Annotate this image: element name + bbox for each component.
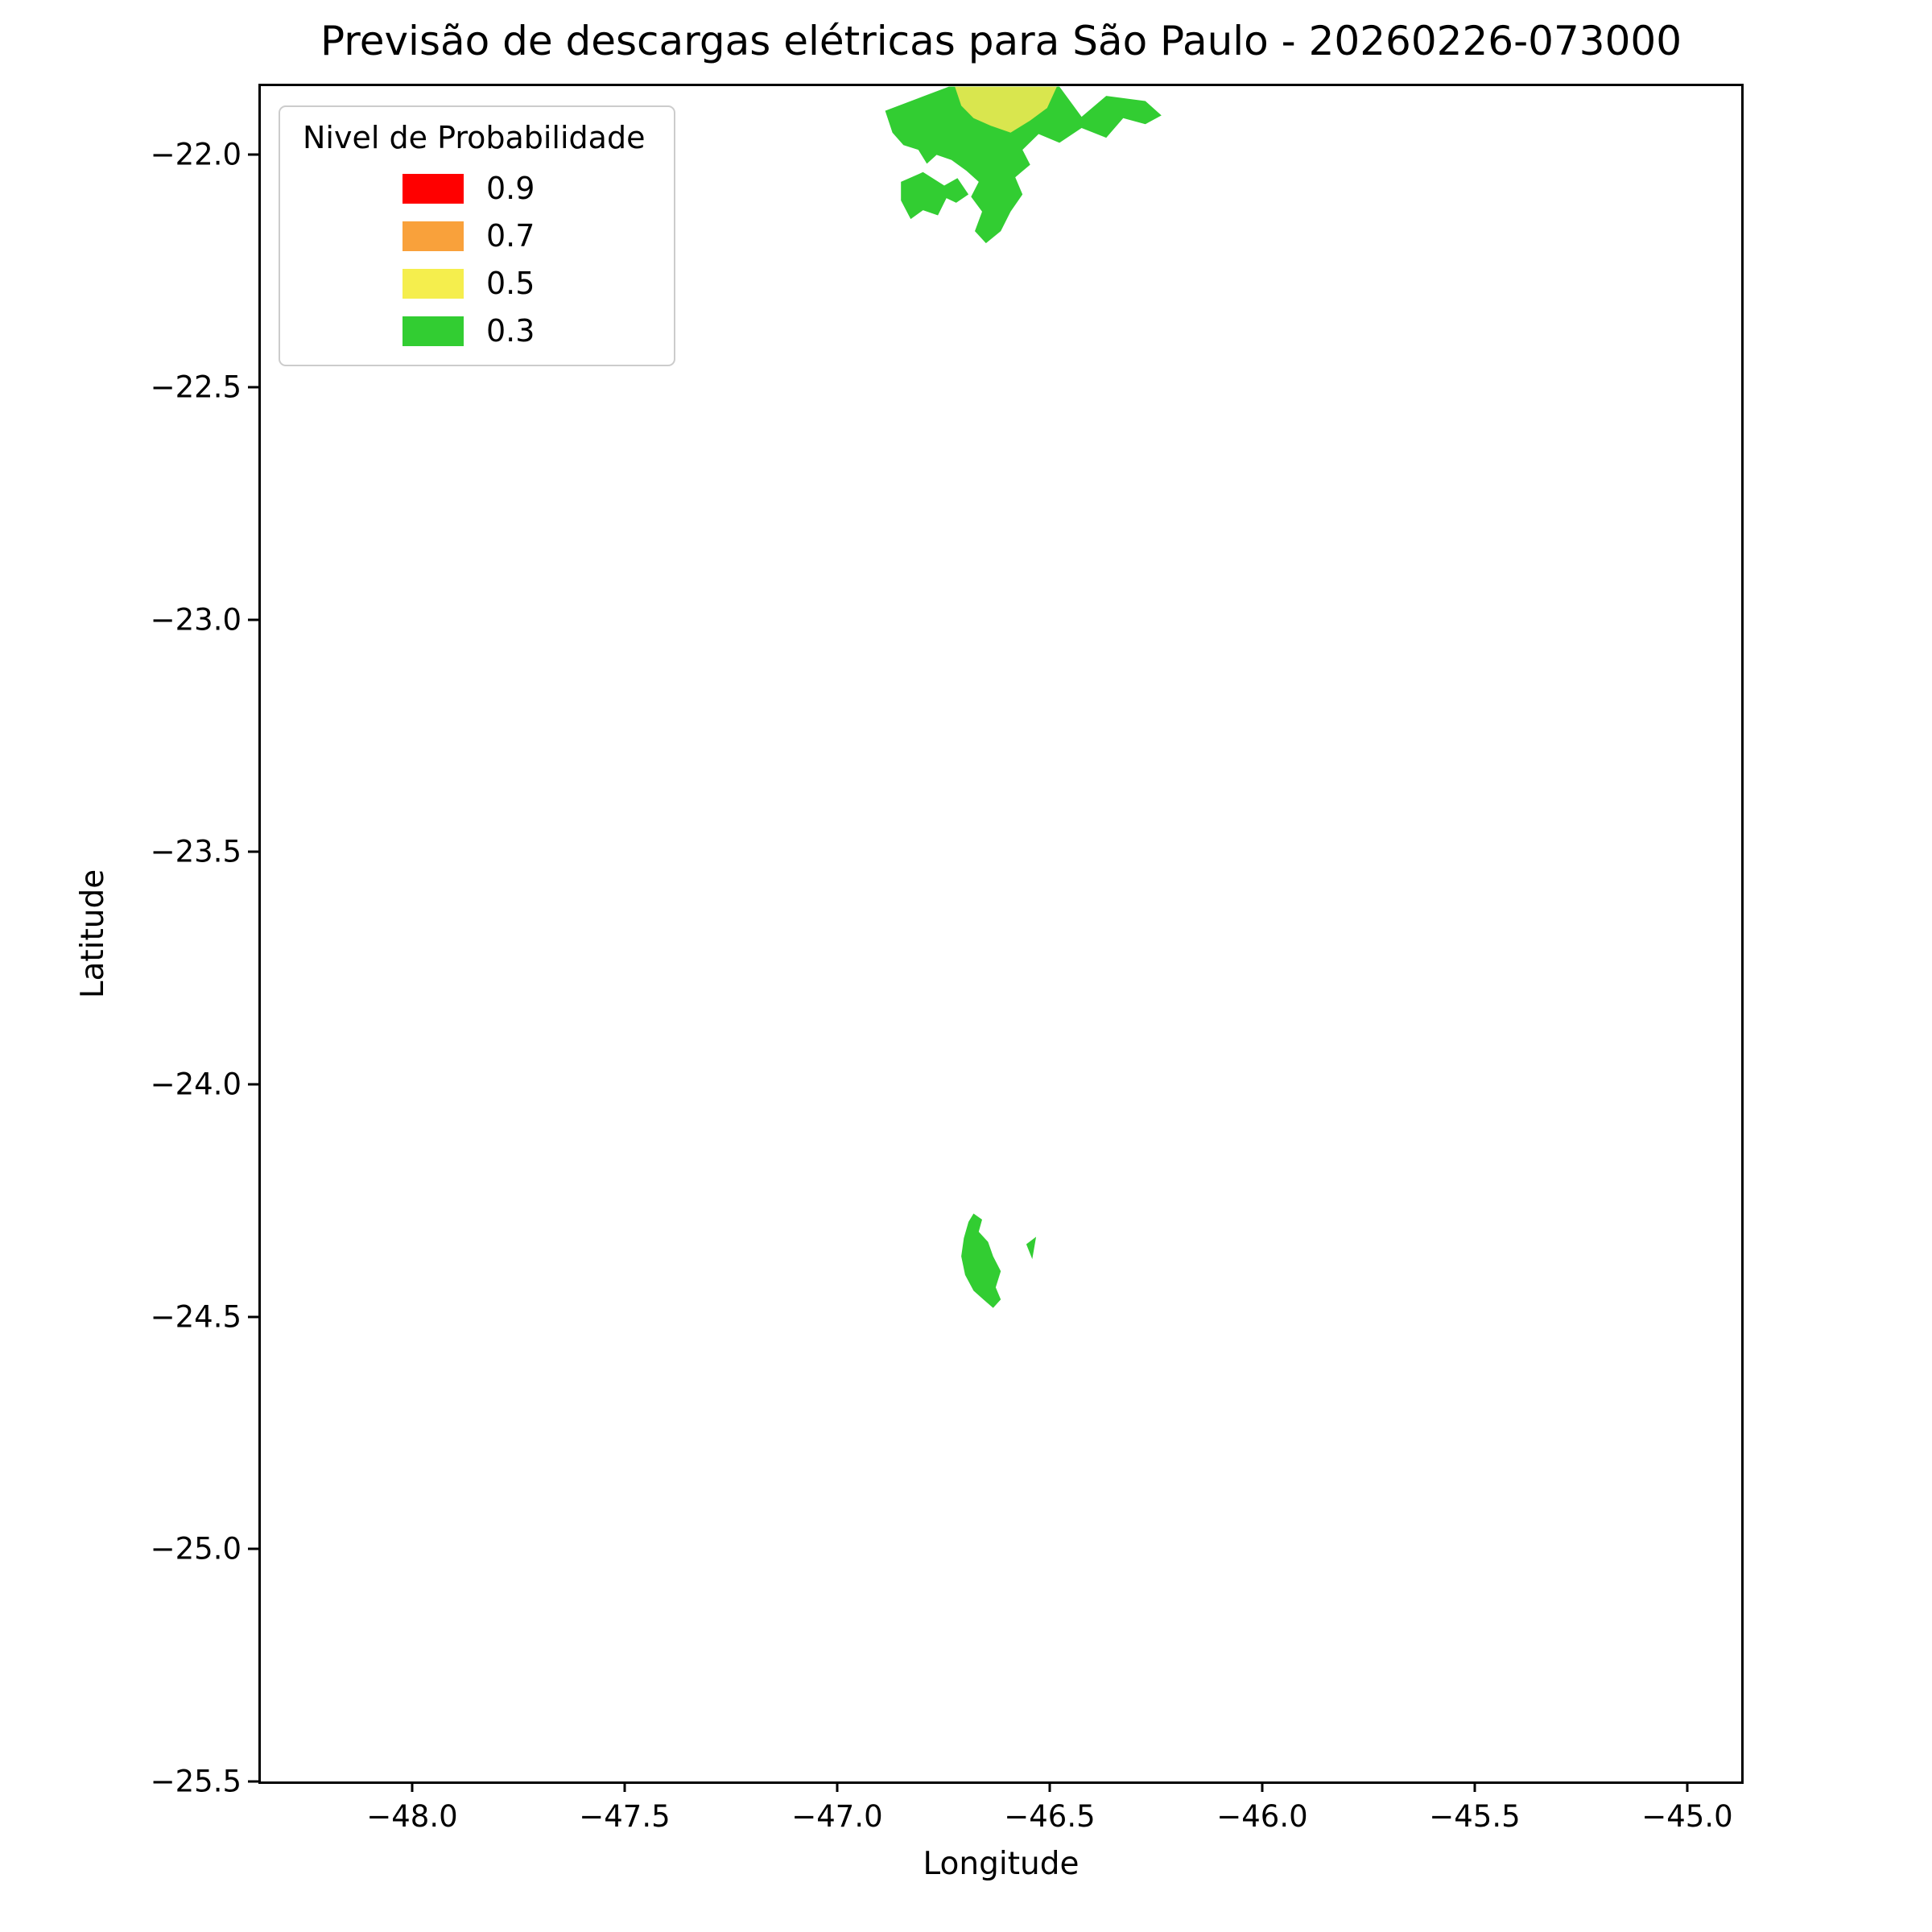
- y-tick-mark: [248, 850, 258, 853]
- legend-label-03: 0.3: [486, 313, 535, 349]
- x-tick-label: −46.0: [1216, 1799, 1308, 1834]
- x-tick-mark: [623, 1781, 626, 1792]
- axes-area: Nivel de Probabilidade 0.9 0.7 0.5 0.3 L…: [75, 84, 1744, 1882]
- y-tick-label: −23.5: [150, 834, 242, 869]
- y-tick-mark: [248, 618, 258, 621]
- y-tick-mark: [248, 1547, 258, 1550]
- legend-label-07: 0.7: [486, 218, 535, 254]
- y-tick-mark: [248, 1083, 258, 1086]
- x-axis-label: Longitude: [923, 1846, 1080, 1882]
- x-tick-label: −45.0: [1641, 1799, 1733, 1834]
- x-tick-label: −46.5: [1004, 1799, 1096, 1834]
- x-tick-label: −47.0: [791, 1799, 883, 1834]
- y-tick-label: −25.0: [150, 1531, 242, 1567]
- legend-row-09: 0.9: [298, 171, 650, 206]
- y-tick-label: −22.5: [150, 369, 242, 405]
- region-south-small-green: [1026, 1236, 1037, 1260]
- legend-label-09: 0.9: [486, 171, 535, 206]
- region-north-yellow: [955, 86, 1057, 133]
- regions-svg: [885, 86, 1162, 1308]
- y-tick-label: −24.5: [150, 1299, 242, 1335]
- legend-row-05: 0.5: [298, 266, 650, 301]
- legend-row-07: 0.7: [298, 218, 650, 254]
- legend-title: Nivel de Probabilidade: [303, 120, 646, 155]
- y-tick-label: −24.0: [150, 1067, 242, 1102]
- chart-title: Previsão de descargas elétricas para São…: [320, 18, 1682, 64]
- legend-swatch-07: [402, 221, 464, 251]
- x-tick-mark: [1473, 1781, 1476, 1792]
- x-tick-label: −45.5: [1429, 1799, 1521, 1834]
- x-tick-mark: [1048, 1781, 1051, 1792]
- legend-swatch-09: [402, 173, 464, 204]
- region-north-left-green: [901, 171, 969, 220]
- region-north-main-green: [885, 86, 1162, 244]
- x-tick-mark: [411, 1781, 414, 1792]
- y-tick-label: −22.0: [150, 137, 242, 172]
- legend-swatch-03: [402, 316, 464, 346]
- y-tick-mark: [248, 1780, 258, 1783]
- legend-box: Nivel de Probabilidade 0.9 0.7 0.5 0.3: [279, 105, 676, 366]
- y-tick-mark: [248, 386, 258, 389]
- legend-swatch-05: [402, 268, 464, 299]
- region-south-main-green: [961, 1213, 1001, 1308]
- y-tick-label: −25.5: [150, 1764, 242, 1799]
- y-tick-mark: [248, 153, 258, 156]
- y-tick-label: −23.0: [150, 602, 242, 638]
- x-tick-mark: [1686, 1781, 1689, 1792]
- x-tick-label: −47.5: [579, 1799, 671, 1834]
- x-tick-mark: [1261, 1781, 1264, 1792]
- legend-label-05: 0.5: [486, 266, 535, 301]
- legend-row-03: 0.3: [298, 313, 650, 349]
- x-tick-label: −48.0: [366, 1799, 458, 1834]
- y-tick-mark: [248, 1315, 258, 1319]
- y-axis-label: Latitude: [75, 869, 111, 999]
- x-tick-mark: [836, 1781, 839, 1792]
